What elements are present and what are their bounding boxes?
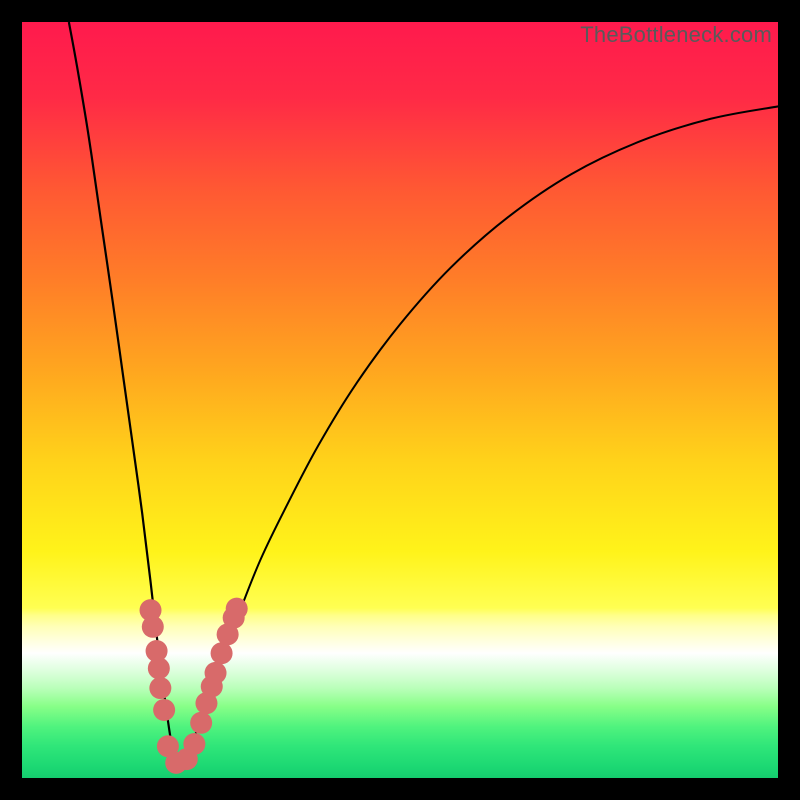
data-marker (190, 712, 212, 734)
data-marker (142, 616, 164, 638)
data-marker (183, 733, 205, 755)
data-marker (226, 598, 248, 620)
right-curve (179, 106, 778, 767)
data-marker (211, 642, 233, 664)
data-marker (149, 677, 171, 699)
data-marker (153, 699, 175, 721)
chart-frame: TheBottleneck.com (0, 0, 800, 800)
data-marker (205, 662, 227, 684)
data-markers (140, 598, 248, 774)
watermark-text: TheBottleneck.com (580, 22, 772, 48)
data-marker (148, 657, 170, 679)
curve-layer (22, 22, 778, 778)
plot-area: TheBottleneck.com (22, 22, 778, 778)
